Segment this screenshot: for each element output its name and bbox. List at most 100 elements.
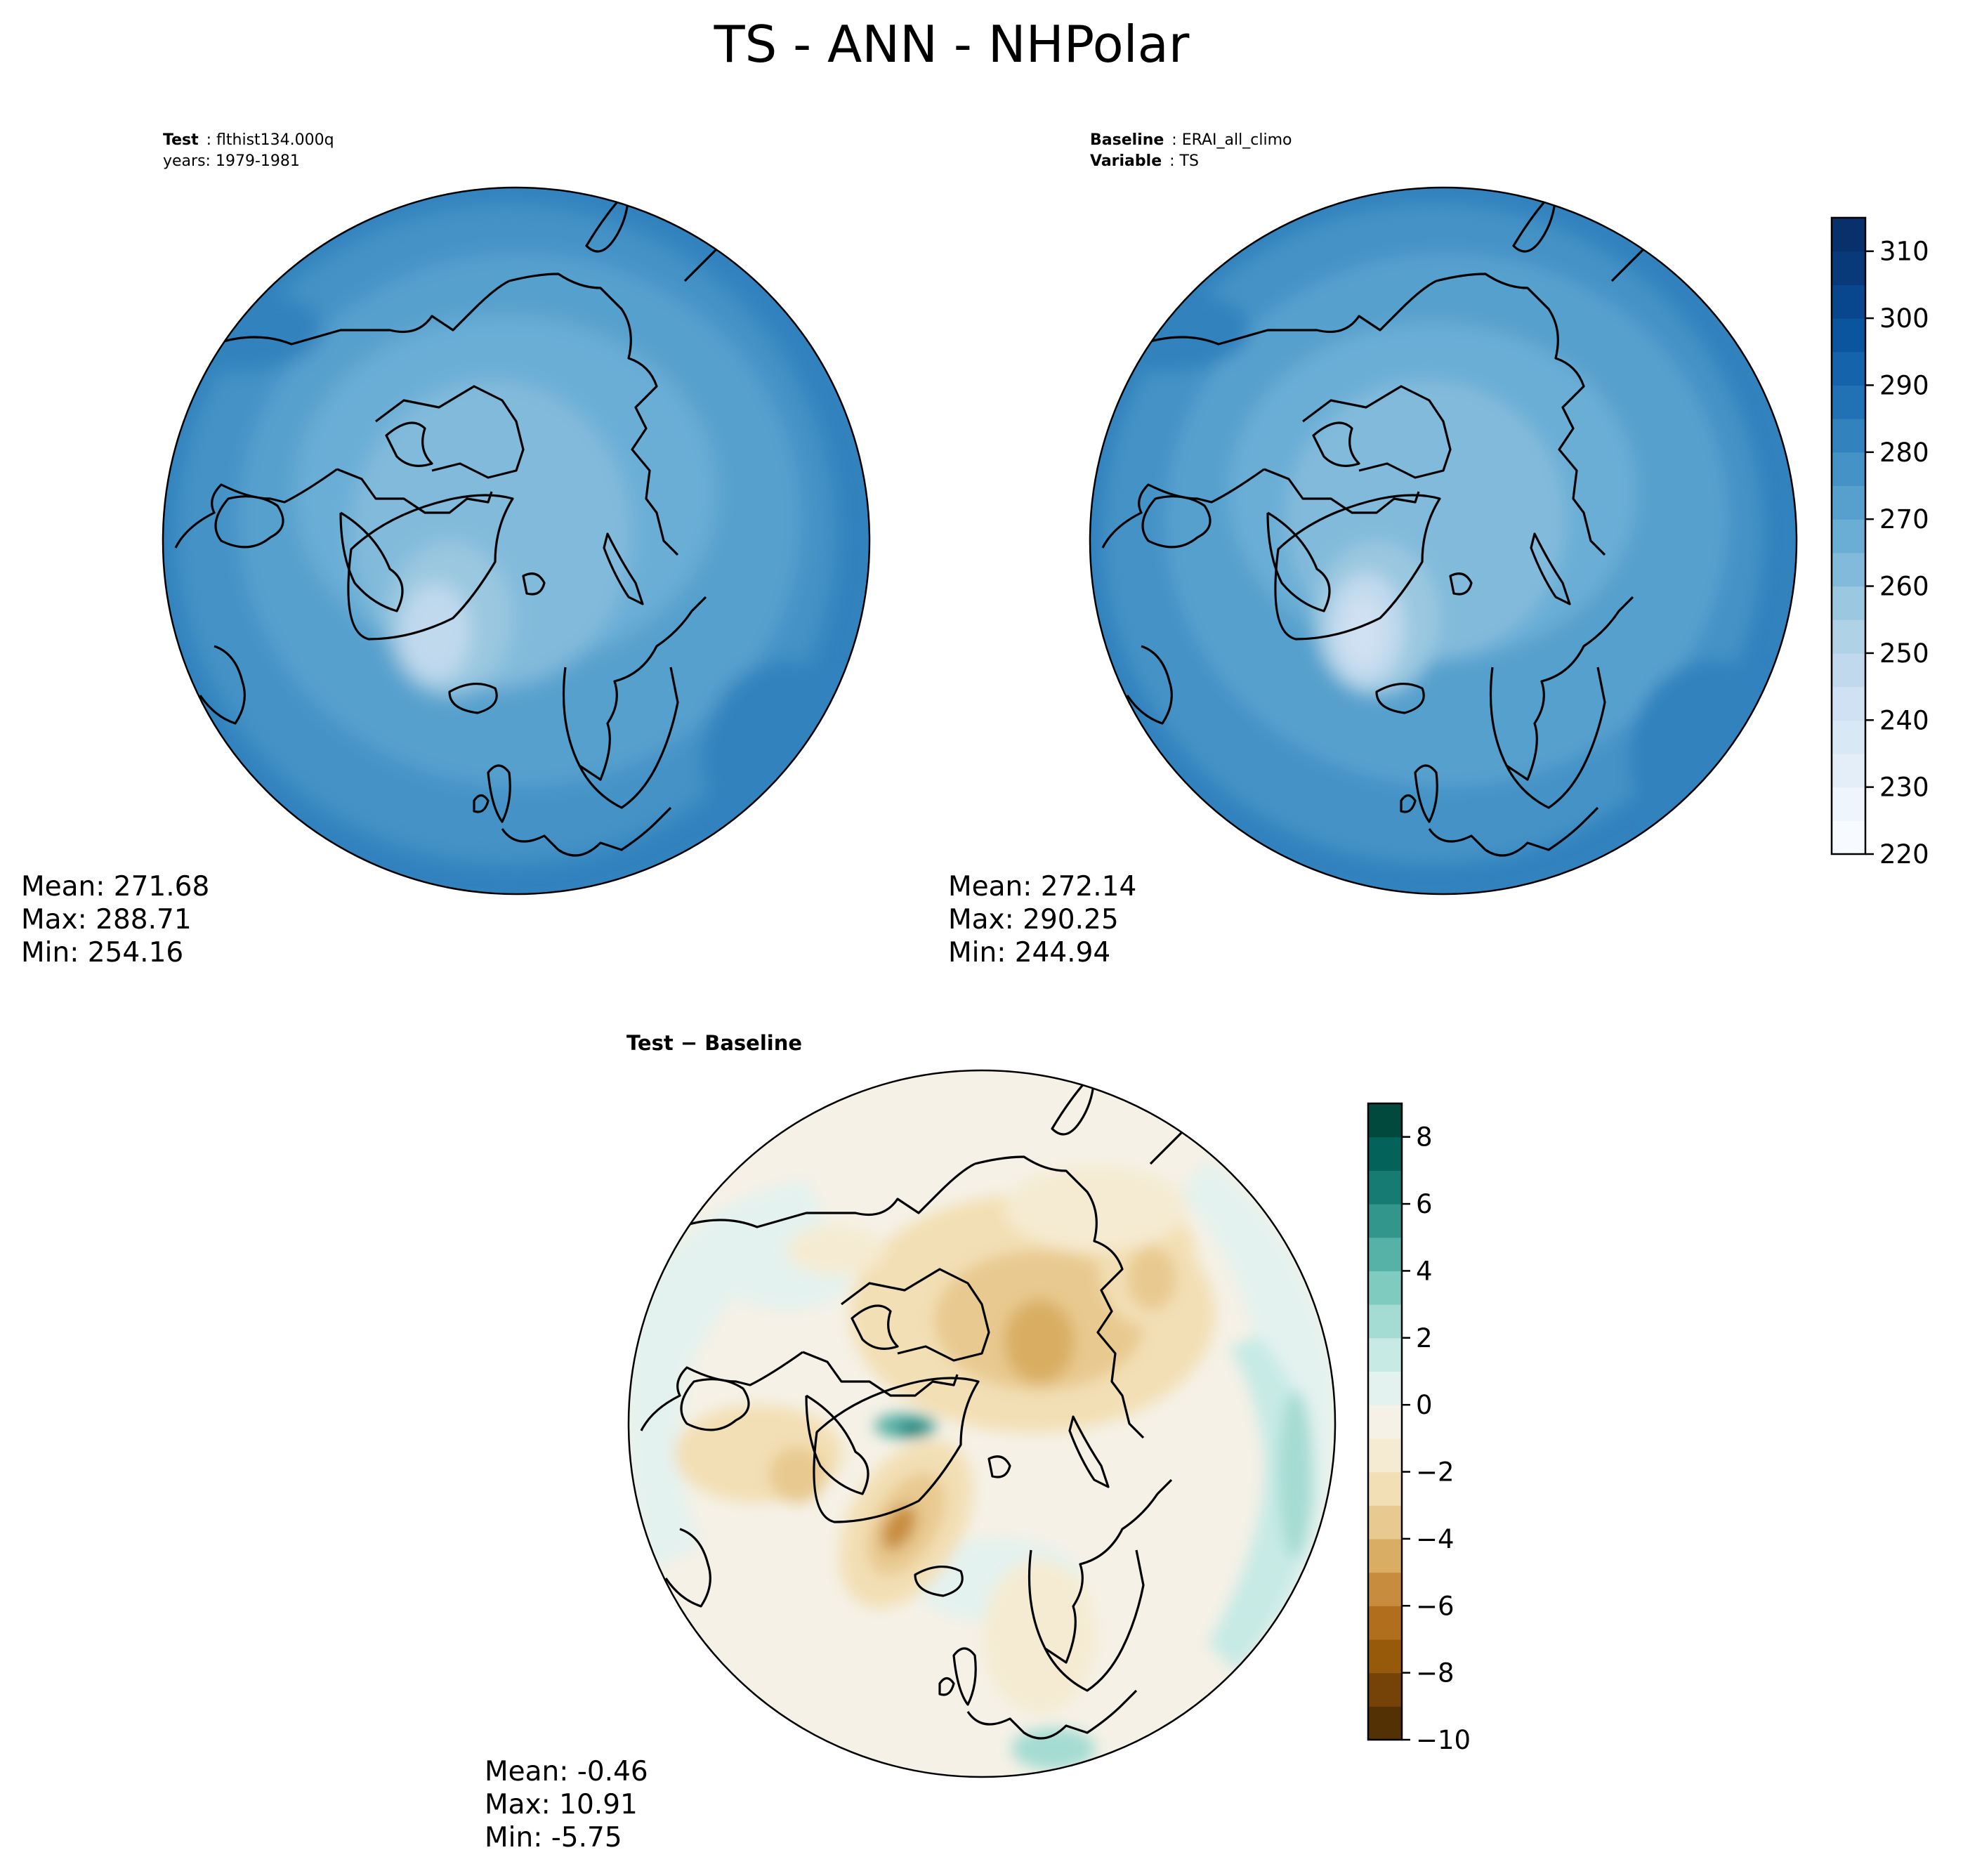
- colorbar-level: [1832, 452, 1865, 487]
- diff-positive-region: [629, 1180, 829, 1573]
- colorbar-level: [1832, 820, 1865, 855]
- colorbar-level: [1368, 1405, 1402, 1439]
- colorbar-level: [1832, 753, 1865, 788]
- colorbar-tick-label: 270: [1879, 504, 1929, 534]
- baseline-label-bold: Baseline: [1090, 131, 1164, 149]
- diff-negative-region: [769, 1447, 825, 1503]
- colorbar-tick-label: 2: [1416, 1323, 1433, 1353]
- colorbar-level: [1832, 284, 1865, 319]
- test-case-name: flthist134.000q: [216, 131, 334, 149]
- colorbar-level: [1832, 351, 1865, 386]
- diff-title: Test − Baseline: [626, 1031, 802, 1055]
- diff-title-test: Test: [626, 1031, 674, 1055]
- diff-negative-region: [1127, 1247, 1176, 1310]
- diff-title-baseline: Baseline: [704, 1031, 802, 1055]
- colorbar-frame: [1367, 1102, 1403, 1741]
- diff-positive-region: [898, 1422, 928, 1436]
- colorbar-tick-label: −10: [1416, 1725, 1471, 1755]
- colorbar-level: [1832, 251, 1865, 285]
- test-map: [163, 188, 869, 894]
- test-label: Test : flthist134.000q: [163, 131, 334, 149]
- colorbar-level: [1832, 385, 1865, 419]
- colorbar-level: [1368, 1337, 1402, 1372]
- variable-label-bold: Variable: [1090, 152, 1162, 170]
- colorbar-tick-label: 220: [1879, 839, 1929, 870]
- colorbar-level: [1832, 619, 1865, 654]
- colorbar-tick-label: 8: [1416, 1122, 1433, 1153]
- colorbar-tick-label: 300: [1879, 303, 1929, 334]
- colorbar-level: [1368, 1471, 1402, 1506]
- colorbar-level: [1832, 552, 1865, 587]
- baseline-contour-ring: [1629, 660, 1797, 857]
- colorbar-level: [1368, 1438, 1402, 1473]
- colorbar-level: [1368, 1572, 1402, 1606]
- variable-label: Variable : TS: [1090, 152, 1199, 170]
- diff-map: [629, 1070, 1335, 1777]
- diff-mean: Mean: -0.46: [485, 1756, 648, 1788]
- colorbar-level: [1832, 720, 1865, 754]
- colorbar-level: [1368, 1672, 1402, 1707]
- colorbar-frame: [1830, 216, 1867, 855]
- colorbar-level: [1368, 1271, 1402, 1305]
- baseline-contour-ring: [1341, 597, 1384, 667]
- diff-negative-region: [1004, 1299, 1075, 1384]
- diff-colorbar: −10 −8 −6 −4 −2 0 2 4 6 8: [1367, 1102, 1471, 1755]
- test-years: years: 1979-1981: [163, 152, 300, 170]
- baseline-panel: Baseline : ERAI_all_climo Variable : TS …: [948, 131, 1798, 969]
- colorbar-level: [1368, 1103, 1402, 1138]
- baseline-case-name: ERAI_all_climo: [1182, 131, 1292, 149]
- colorbar-level: [1832, 218, 1865, 252]
- colorbar-level: [1832, 519, 1865, 553]
- baseline-map: [1090, 188, 1797, 894]
- colorbar-level: [1368, 1639, 1402, 1674]
- test-min: Min: 254.16: [21, 937, 183, 969]
- test-max: Max: 288.71: [21, 904, 192, 936]
- colorbar-tick-label: 250: [1879, 638, 1929, 669]
- colorbar-level: [1832, 586, 1865, 620]
- colorbar-level: [1368, 1706, 1402, 1740]
- colorbar-tick-label: 290: [1879, 370, 1929, 400]
- test-panel: Test : flthist134.000q years: 1979-1981 …: [21, 131, 871, 969]
- colorbar-tick-label: 0: [1416, 1390, 1433, 1420]
- test-label-bold: Test: [163, 131, 199, 149]
- diff-max: Max: 10.91: [485, 1789, 638, 1821]
- colorbar-level: [1832, 485, 1865, 520]
- colorbar-level: [1832, 787, 1865, 821]
- baseline-max: Max: 290.25: [948, 904, 1119, 936]
- colorbar-tick-label: 280: [1879, 438, 1929, 468]
- colorbar-level: [1368, 1170, 1402, 1205]
- baseline-mean: Mean: 272.14: [948, 871, 1136, 903]
- diff-negative-region: [787, 1226, 885, 1275]
- colorbar-level: [1368, 1538, 1402, 1573]
- colorbar-tick-label: −8: [1416, 1658, 1455, 1688]
- baseline-min: Min: 244.94: [948, 937, 1110, 969]
- variable-name: TS: [1179, 152, 1199, 170]
- colorbar-tick-label: 310: [1879, 237, 1929, 267]
- colorbar-level: [1832, 652, 1865, 688]
- abs-colorbar: 220 230 240 250 260 270 280 290 300 310: [1830, 216, 1929, 870]
- diff-map-boundary: [627, 1069, 1337, 1778]
- colorbar-level: [1832, 318, 1865, 353]
- test-map-boundary: [162, 186, 871, 896]
- colorbar-level: [1368, 1606, 1402, 1640]
- colorbar-tick-label: 230: [1879, 773, 1929, 803]
- test-contour-ring: [400, 583, 471, 681]
- diff-min: Min: -5.75: [485, 1822, 622, 1854]
- colorbar-tick-label: −2: [1416, 1457, 1455, 1488]
- diff-negative-region: [881, 1505, 917, 1550]
- colorbar-tick-label: −4: [1416, 1524, 1455, 1554]
- test-contour-ring: [702, 660, 869, 857]
- colorbar-level: [1832, 686, 1865, 721]
- diff-positive-region: [1278, 1391, 1313, 1559]
- colorbar-tick-label: 4: [1416, 1256, 1433, 1286]
- colorbar-level: [1368, 1304, 1402, 1339]
- test-mean: Mean: 271.68: [21, 871, 209, 903]
- colorbar-level: [1368, 1237, 1402, 1272]
- figure-title: TS - ANN - NHPolar: [714, 15, 1190, 74]
- colorbar-level: [1832, 419, 1865, 453]
- baseline-map-boundary: [1089, 186, 1798, 896]
- colorbar-level: [1368, 1371, 1402, 1405]
- diff-positive-region: [1011, 1728, 1096, 1770]
- colorbar-tick-label: 240: [1879, 705, 1929, 735]
- colorbar-tick-label: −6: [1416, 1591, 1455, 1621]
